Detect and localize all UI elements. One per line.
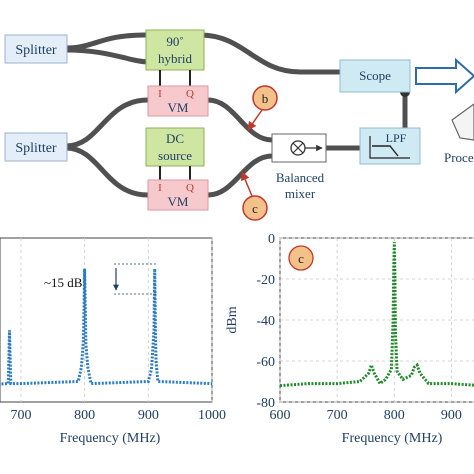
annotation-15db: ~15 dB (44, 275, 83, 290)
mixer-label-line1: Balanced (276, 170, 325, 185)
vm-bottom-i: I (158, 182, 162, 194)
chart-b-xtick: 700 (10, 408, 31, 423)
chart-c-xtick: 900 (441, 408, 462, 423)
setup-diagram: Splitter Splitter 90˚ hybrid I Q VM DC s… (4, 29, 474, 221)
dc-source-line2: source (158, 148, 192, 163)
chart-b-frame (0, 237, 213, 403)
chart-c-series (279, 242, 474, 388)
chart-c-ylabel: dBm (225, 306, 240, 333)
chart-c-ytick: -60 (256, 355, 275, 370)
scope-label: Scope (359, 68, 391, 83)
splitter-top-label: Splitter (15, 43, 57, 58)
lpf-label: LPF (386, 131, 407, 145)
vm-top-i: I (158, 88, 162, 100)
chart-c-xtick: 600 (270, 408, 291, 423)
vm-bottom-label: VM (168, 194, 189, 209)
scope-box (339, 59, 411, 93)
fiber-paths (63, 32, 408, 198)
chart-c-xtick: 800 (384, 408, 405, 423)
chart-b-xtick: 800 (74, 408, 95, 423)
mixer-label-line2: mixer (285, 186, 316, 201)
output-arrow-icon (415, 57, 474, 95)
spectra-charts: 700 800 900 1000 ~15 dB Frequency (MHz) 600… (0, 232, 474, 446)
marker-c-label: c (252, 201, 258, 216)
lpf-axes-icon (369, 136, 410, 159)
vm-bottom-q: Q (186, 182, 194, 194)
splitter-bottom-box (4, 132, 68, 162)
chart-b-series (0, 268, 213, 386)
laptop-icon (451, 103, 474, 141)
processing-label: Proce (444, 150, 474, 165)
vm-top-q: Q (186, 88, 194, 100)
chart-c-xlabel: Frequency (MHz) (342, 431, 443, 446)
splitter-bottom-label: Splitter (15, 141, 57, 156)
chart-b-xtick: 900 (138, 408, 159, 423)
chart-c-marker (288, 245, 314, 271)
hybrid-label-line1: 90˚ (166, 34, 183, 49)
hybrid-label-line2: hybrid (158, 51, 192, 66)
hybrid-box (145, 29, 205, 71)
vm-top-box (147, 85, 209, 117)
chart-c-marker-label: c (298, 251, 304, 266)
chart-c-ytick: -80 (256, 396, 275, 411)
splitter-top-box (4, 34, 68, 64)
chart-b: 700 800 900 1000 ~15 dB Frequency (MHz) (0, 237, 226, 446)
marker-b (252, 85, 278, 111)
chart-c-ytick: 0 (268, 232, 275, 247)
lpf-response-icon (372, 145, 399, 157)
vm-top-label: VM (168, 100, 189, 115)
marker-b-label: b (262, 91, 269, 106)
marker-c (242, 195, 268, 221)
vm-bottom-box (147, 179, 209, 211)
chart-b-xtick: 1000 (198, 408, 226, 423)
chart-c-ytick: -40 (256, 314, 275, 329)
chart-c-ytick: -20 (256, 273, 275, 288)
chart-c: 600 700 800 900 0 -20 -40 -60 -80 c dBm Frequenc… (225, 232, 474, 446)
chart-b-xlabel: Frequency (MHz) (60, 431, 161, 446)
chart-c-xtick: 700 (327, 408, 348, 423)
dc-source-line1: DC (166, 131, 184, 146)
dc-source-box (145, 127, 205, 167)
